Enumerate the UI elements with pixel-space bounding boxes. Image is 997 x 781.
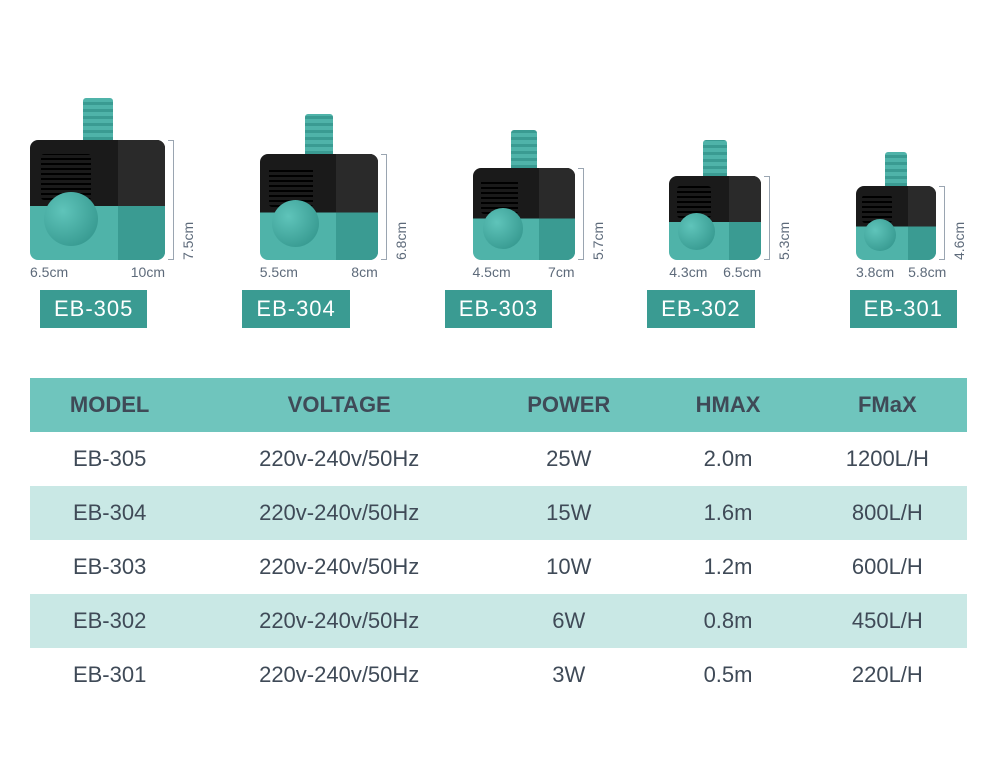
- product-eb-305: 6.5cm 10cm 7.5cm: [30, 98, 196, 280]
- height-label: 6.8cm: [393, 154, 409, 260]
- height-bracket: [764, 176, 770, 260]
- pump-nozzle: [305, 114, 333, 154]
- pump-body: [669, 176, 761, 260]
- model-badge-eb-302: EB-302: [647, 290, 754, 328]
- dimensions-bottom: 3.8cm5.8cm: [856, 264, 936, 280]
- depth-label: 7cm: [548, 264, 574, 280]
- column-header-fmax: FMaX: [808, 378, 967, 432]
- column-header-hmax: HMAX: [648, 378, 807, 432]
- product-visual: 5.5cm 8cm 6.8cm: [260, 114, 409, 280]
- product-eb-304: 5.5cm 8cm 6.8cm: [260, 114, 409, 280]
- product-visual: 4.5cm 7cm 5.7cm: [473, 130, 606, 280]
- model-badge-eb-304: EB-304: [242, 290, 349, 328]
- pump-body: [473, 168, 575, 260]
- model-badge-eb-305: EB-305: [40, 290, 147, 328]
- table-row: EB-302220v-240v/50Hz6W0.8m450L/H: [30, 594, 967, 648]
- table-cell: 220L/H: [808, 648, 967, 702]
- pump-graphic: 3.8cm5.8cm: [856, 152, 936, 280]
- pump-body: [856, 186, 936, 260]
- table-cell: 220v-240v/50Hz: [189, 432, 489, 486]
- dimensions-bottom: 4.3cm 6.5cm: [669, 264, 761, 280]
- table-row: EB-301220v-240v/50Hz3W0.5m220L/H: [30, 648, 967, 702]
- pump-graphic: 5.5cm 8cm: [260, 114, 378, 280]
- pump-body: [30, 140, 165, 260]
- depth-label: 8cm: [351, 264, 377, 280]
- height-bracket: [381, 154, 387, 260]
- height-bracket: [168, 140, 174, 260]
- product-visual: 3.8cm5.8cm4.6cm: [856, 152, 967, 280]
- pump-graphic: 4.3cm 6.5cm: [669, 140, 761, 280]
- pump-nozzle: [703, 140, 727, 176]
- pump-graphic: 6.5cm 10cm: [30, 98, 165, 280]
- pump-nozzle: [83, 98, 113, 140]
- table-cell: 10W: [489, 540, 648, 594]
- table-cell: 220v-240v/50Hz: [189, 594, 489, 648]
- height-label: 5.7cm: [590, 168, 606, 260]
- column-header-voltage: VOLTAGE: [189, 378, 489, 432]
- width-label: 5.5cm: [260, 264, 298, 280]
- height-label: 4.6cm: [951, 186, 967, 260]
- height-bracket: [939, 186, 945, 260]
- dimensions-bottom: 4.5cm 7cm: [473, 264, 575, 280]
- table-cell: 1.2m: [648, 540, 807, 594]
- width-label: 6.5cm: [30, 264, 68, 280]
- dimensions-bottom: 6.5cm 10cm: [30, 264, 165, 280]
- table-cell: 220v-240v/50Hz: [189, 540, 489, 594]
- table-cell: 220v-240v/50Hz: [189, 486, 489, 540]
- table-cell: 6W: [489, 594, 648, 648]
- pump-nozzle: [885, 152, 907, 186]
- product-visual: 4.3cm 6.5cm 5.3cm: [669, 140, 792, 280]
- table-cell: EB-303: [30, 540, 189, 594]
- table-cell: 2.0m: [648, 432, 807, 486]
- table-cell: 1200L/H: [808, 432, 967, 486]
- pump-nozzle: [511, 130, 537, 168]
- table-row: EB-304220v-240v/50Hz15W1.6m800L/H: [30, 486, 967, 540]
- height-label: 5.3cm: [776, 176, 792, 260]
- table-cell: EB-305: [30, 432, 189, 486]
- depth-label: 10cm: [131, 264, 165, 280]
- product-eb-302: 4.3cm 6.5cm 5.3cm: [669, 140, 792, 280]
- table-cell: 220v-240v/50Hz: [189, 648, 489, 702]
- width-label: 4.5cm: [473, 264, 511, 280]
- table-cell: 1.6m: [648, 486, 807, 540]
- height-bracket: [578, 168, 584, 260]
- table-row: EB-303220v-240v/50Hz10W1.2m600L/H: [30, 540, 967, 594]
- table-row: EB-305220v-240v/50Hz25W2.0m1200L/H: [30, 432, 967, 486]
- table-cell: EB-302: [30, 594, 189, 648]
- table-cell: 15W: [489, 486, 648, 540]
- table-cell: 3W: [489, 648, 648, 702]
- column-header-power: POWER: [489, 378, 648, 432]
- width-label: 3.8cm: [856, 264, 894, 280]
- column-header-model: MODEL: [30, 378, 189, 432]
- table-cell: EB-301: [30, 648, 189, 702]
- model-badge-eb-301: EB-301: [850, 290, 957, 328]
- table-cell: 600L/H: [808, 540, 967, 594]
- pump-graphic: 4.5cm 7cm: [473, 130, 575, 280]
- products-row: 6.5cm 10cm 7.5cm 5.5cm 8cm 6.8cm 4.5cm 7cm 5.7cm…: [30, 20, 967, 280]
- pump-body: [260, 154, 378, 260]
- model-labels-row: EB-305 EB-304 EB-303 EB-302 EB-301: [30, 290, 967, 328]
- product-eb-301: 3.8cm5.8cm4.6cm: [856, 152, 967, 280]
- width-label: 4.3cm: [669, 264, 707, 280]
- height-label: 7.5cm: [180, 140, 196, 260]
- depth-label: 6.5cm: [723, 264, 761, 280]
- product-eb-303: 4.5cm 7cm 5.7cm: [473, 130, 606, 280]
- spec-table: MODELVOLTAGEPOWERHMAXFMaXEB-305220v-240v…: [30, 378, 967, 702]
- depth-label: 5.8cm: [908, 264, 946, 280]
- table-cell: 800L/H: [808, 486, 967, 540]
- table-cell: 0.8m: [648, 594, 807, 648]
- table-cell: 25W: [489, 432, 648, 486]
- model-badge-eb-303: EB-303: [445, 290, 552, 328]
- dimensions-bottom: 5.5cm 8cm: [260, 264, 378, 280]
- table-cell: 450L/H: [808, 594, 967, 648]
- table-cell: 0.5m: [648, 648, 807, 702]
- product-visual: 6.5cm 10cm 7.5cm: [30, 98, 196, 280]
- table-cell: EB-304: [30, 486, 189, 540]
